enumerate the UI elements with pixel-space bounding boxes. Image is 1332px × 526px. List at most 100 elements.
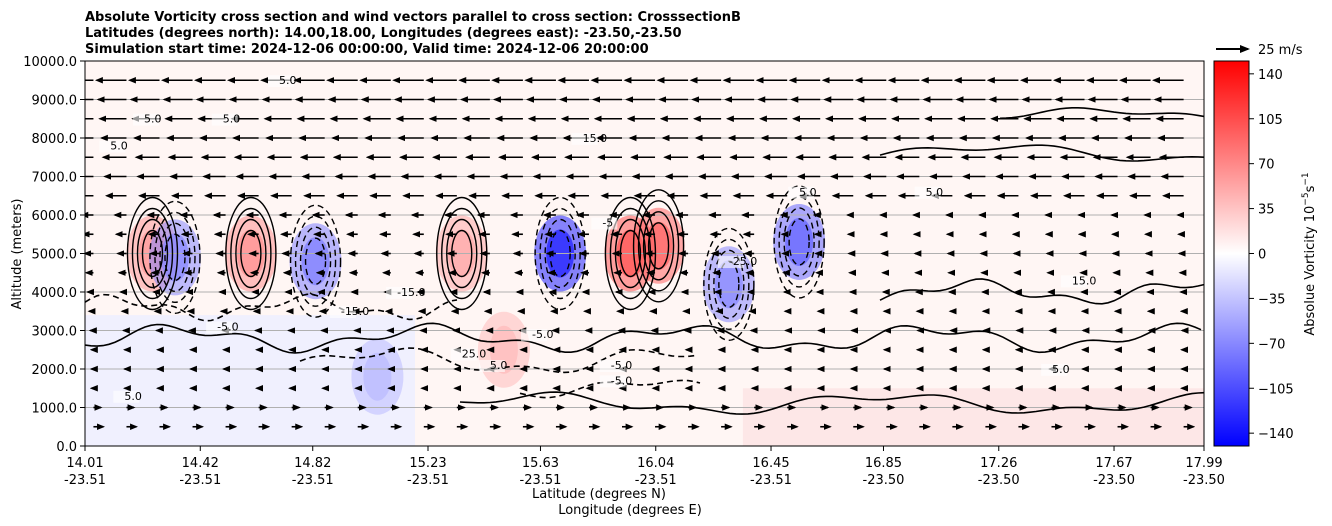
contour-label-bg	[478, 360, 505, 372]
contour-label: 5.0	[1052, 363, 1070, 376]
x-tick-label-lat: 16.04	[637, 456, 674, 471]
contour-label: 5.0	[490, 359, 508, 372]
contour-dashed	[85, 293, 458, 322]
contour-dashed-loop	[304, 237, 327, 285]
x-tick-label-lat: 17.67	[1095, 456, 1132, 471]
y-tick-label: 6000.0	[32, 209, 78, 224]
contour-label-bg	[717, 256, 744, 269]
x-tick-label-lon: -23.50	[1183, 473, 1225, 488]
contour-label-bg	[599, 375, 626, 388]
x-tick-label-lon: -23.50	[978, 473, 1020, 488]
contour-dashed-loop	[149, 200, 201, 315]
wind-vectors	[85, 77, 1196, 430]
quiver-key-label: 25 m/s	[1258, 43, 1303, 58]
weak-positive-region	[742, 388, 1204, 446]
y-tick-label: 2000.0	[32, 363, 78, 378]
colorbar-gradient	[1213, 60, 1250, 447]
contour-label: 15.0	[1072, 274, 1097, 287]
contour-label-bg	[521, 329, 548, 342]
contour-label: -15.0	[397, 286, 425, 299]
x-axis-label-latitude: Latitude (degrees N)	[532, 487, 666, 502]
x-tick-label-lat: 17.99	[1185, 456, 1222, 471]
contour-label-bg	[133, 113, 160, 126]
colorbar-tick-label: 105	[1258, 113, 1283, 128]
y-axis-label: Altitude (meters)	[10, 199, 25, 310]
contour-label: -5	[602, 217, 613, 230]
x-tick-label-lon: -23.51	[407, 473, 449, 488]
y-tick-label: 10000.0	[23, 55, 77, 70]
y-axis: 0.0 1000.0 2000.0 3000.0 4000.0 5000.0 6000.0 7…	[23, 55, 85, 455]
contour-solid	[879, 144, 1204, 162]
colorbar-tick-label: −140	[1258, 427, 1294, 442]
contour-label-bg	[591, 217, 618, 230]
x-tick-label-lat: 15.63	[522, 456, 559, 471]
x-tick-label-lat: 16.85	[865, 456, 902, 471]
contour-label-bg	[914, 186, 941, 199]
contour-label-bg	[450, 348, 477, 361]
contour-label-bg	[206, 321, 233, 334]
contour-dashed-loop	[299, 226, 332, 296]
contour-solid-loop	[604, 196, 657, 311]
y-tick-label: 1000.0	[32, 402, 78, 417]
colorbar-tick-label: 140	[1258, 68, 1283, 83]
y-tick-label: 5000.0	[32, 248, 78, 263]
colorbar-tick-label: −105	[1258, 382, 1294, 397]
contour-label-bg	[99, 140, 126, 153]
contour-label-bg	[267, 75, 294, 88]
contour-solid	[459, 391, 1204, 415]
contour-dashed-loop	[773, 185, 825, 299]
contour-label-bg	[113, 390, 140, 403]
contour-label: 5.0	[279, 74, 297, 87]
x-tick-label-lat: 14.01	[66, 456, 103, 471]
colorbar-label: Absolue Vorticity 10−5s−1	[1301, 172, 1318, 335]
colorbar-tick-label: 0	[1258, 248, 1266, 263]
contour-solid-loop	[647, 222, 670, 270]
y-tick-label: 9000.0	[32, 94, 78, 109]
x-tick-label-lat: 14.42	[182, 456, 219, 471]
vorticity-core	[160, 233, 189, 282]
contour-label-bg	[788, 186, 815, 199]
contour-dashed-loop	[703, 227, 755, 341]
contour-solid-loop	[141, 229, 164, 278]
contour-label: -15.0	[341, 305, 369, 318]
contour-dashed-loop	[788, 218, 810, 266]
x-tick-label-lat: 17.26	[980, 456, 1017, 471]
contour-labels: 5.0 5.0 5.0 5.0 5.0 5.0 5.0 -5.0 -5.0 5.0 -5.0 -5.0…	[99, 74, 1096, 403]
x-tick-label-lon: -23.51	[635, 473, 677, 488]
colorbar: −140 −105 −70 −35 0 35 70 105 140 Absolue Vortic…	[1213, 60, 1318, 447]
colorbar-tick-label: −70	[1258, 337, 1285, 352]
y-tick-label: 3000.0	[32, 325, 78, 340]
contour-label: -5.0	[532, 328, 553, 341]
x-tick-label-lat: 14.82	[294, 456, 331, 471]
contour-label: 15.0	[583, 132, 608, 145]
contour-solid-loop	[131, 207, 174, 300]
contour-label: 25.0	[462, 347, 487, 360]
contour-solid-loop	[642, 211, 675, 281]
contour-solid-loop	[136, 218, 169, 289]
contour-dashed-loop	[778, 196, 820, 288]
contour-label: 5.0	[799, 186, 817, 199]
contour-label-bg	[211, 113, 238, 126]
contour-label: -5.0	[217, 321, 238, 334]
plot-area: 5.0 5.0 5.0 5.0 5.0 5.0 5.0 -5.0 -5.0 5.0 -5.0 -5.0…	[85, 61, 1204, 446]
vorticity-core	[363, 352, 392, 401]
contour-label-bg	[599, 360, 626, 372]
contour-solid-loop	[240, 229, 262, 278]
vorticity-core	[714, 260, 743, 309]
x-tick-label-lon: -23.51	[520, 473, 562, 488]
contour-label: -5.0	[611, 374, 632, 387]
x-tick-label-lon: -23.51	[64, 473, 106, 488]
title-line-2: Latitudes (degrees north): 14.00,18.00, …	[85, 26, 682, 41]
contour-label: 5.0	[926, 186, 944, 199]
contour-dashed-loop	[164, 233, 186, 282]
contour-label-bg	[1041, 363, 1068, 376]
colorbar-ticks: −140 −105 −70 −35 0 35 70 105 140	[1249, 68, 1294, 442]
contour-label-bg	[386, 286, 413, 299]
colorbar-tick-label: 70	[1258, 158, 1275, 173]
y-tick-label: 4000.0	[32, 286, 78, 301]
contour-dashed-loop	[289, 204, 342, 318]
title-line-3: Simulation start time: 2024-12-06 00:00:…	[85, 42, 649, 57]
contour-label-bg	[571, 132, 598, 145]
contour-label: 5.0	[144, 113, 162, 126]
